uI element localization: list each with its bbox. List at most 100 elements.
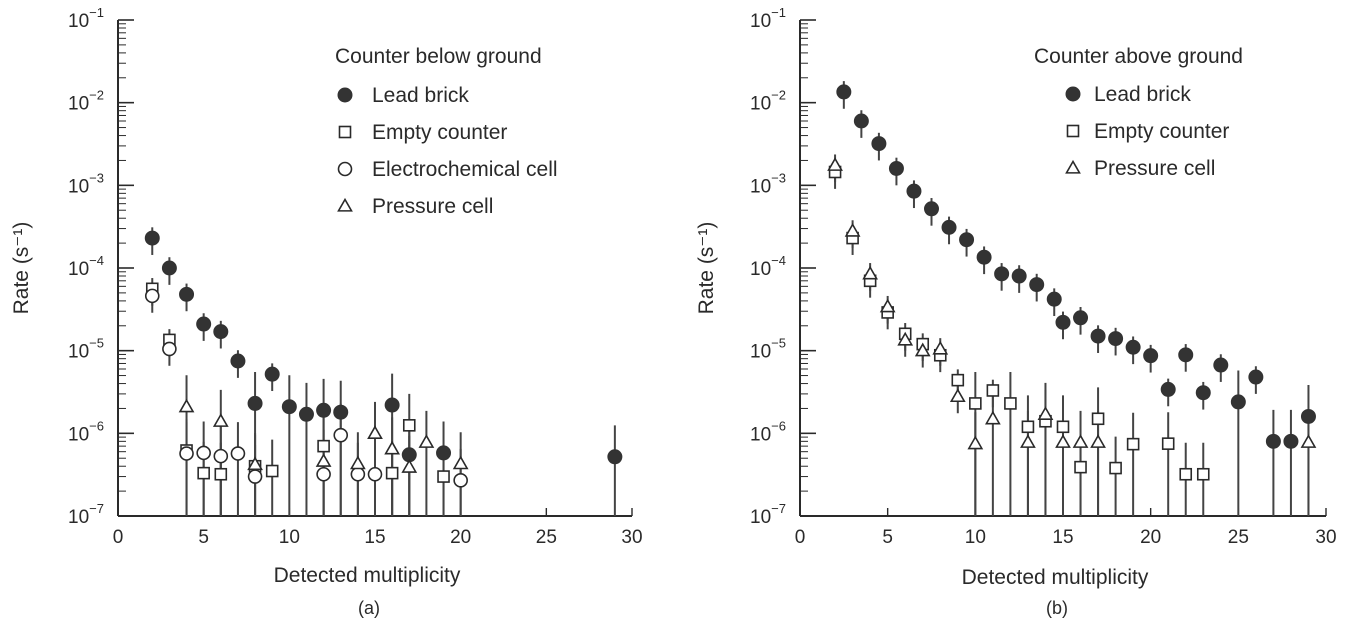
panel-a-data-point (452, 455, 469, 470)
panel-b-label: (b) (1046, 598, 1068, 618)
panel-b-chart: 10−1 10−2 10−3 10−4 10−5 10−6 10−7 0 5 10 15 20 25 30… (695, 5, 1337, 618)
panel-b-data-point (862, 265, 879, 280)
panel-b-data-point (1090, 328, 1106, 344)
panel-b-y-tick-label: 10−2 (750, 88, 786, 115)
panel-a-chart: 10−1 10−2 10−3 10−4 10−5 10−6 10−7 0 5 10 15 20 25 30… (10, 5, 643, 618)
panel-a-data-point (214, 467, 228, 481)
panel-a-data-point (179, 286, 195, 302)
panel-b-data-point (1108, 331, 1124, 347)
panel-b-legend-marker (1066, 124, 1080, 138)
panel-b-data-point (1004, 397, 1017, 410)
panel-b-data-point (1074, 460, 1087, 474)
panel-b-legend-marker (1065, 86, 1081, 102)
panel-b-data-point (844, 222, 861, 237)
panel-a-data-point (350, 466, 366, 482)
panel-b-data-point (969, 397, 982, 410)
panel-a-x-tick-label: 20 (450, 527, 471, 548)
panel-a-y-tick-label: 10−1 (68, 5, 104, 32)
panel-a-x-tick-label: 0 (113, 527, 124, 548)
panel-a-data-point (247, 469, 263, 484)
panel-a-legend-marker (337, 161, 353, 177)
panel-a-legend-item: Lead brick (372, 84, 469, 107)
panel-b-y-tick-label: 10−5 (750, 336, 786, 363)
panel-b-data-point (906, 183, 922, 199)
panel-b-data-point (949, 388, 966, 403)
panel-a-data-point (453, 473, 468, 488)
panel-b-x-tick-label: 10 (965, 527, 986, 548)
panel-a-data-point (437, 470, 450, 483)
panel-b-x-tick-label: 25 (1228, 527, 1249, 548)
panel-b-data-point (1020, 434, 1036, 448)
panel-a-x-tick-label: 10 (279, 527, 300, 548)
panel-a-data-point (367, 425, 383, 440)
panel-b-legend-item: Empty counter (1094, 120, 1229, 143)
panel-b-data-point (1037, 406, 1054, 420)
panel-b-x-tick-label: 5 (882, 527, 893, 548)
panel-b-data-point (967, 435, 984, 450)
panel-a-data-point (607, 449, 623, 465)
panel-b-y-tick-label: 10−7 (750, 501, 786, 528)
panel-a-data-point (247, 395, 263, 411)
panel-b-y-tick-label: 10−6 (750, 418, 786, 445)
panel-b-data-point (986, 384, 1000, 397)
panel-b-data-point (1046, 291, 1062, 307)
panel-a-data-point (384, 397, 400, 413)
panel-a-data-point (317, 439, 330, 453)
panel-a-data-point (436, 445, 452, 461)
panel-b-data-point (924, 201, 939, 217)
panel-b-data-point (1072, 434, 1089, 448)
panel-a-data-point (264, 366, 280, 382)
panel-a-y-tick-label: 10−5 (68, 336, 104, 363)
panel-a-y-tick-label: 10−6 (68, 418, 104, 445)
panel-a-data-point (247, 456, 263, 471)
panel-b-data-point (1179, 467, 1193, 481)
panel-b-data-point (1178, 347, 1194, 363)
panel-a-legend-item: Empty counter (372, 121, 507, 144)
panel-b-data-point (951, 373, 965, 387)
panel-a-data-point (213, 324, 229, 340)
panel-a-data-point (349, 455, 366, 470)
panel-a-label: (a) (358, 598, 380, 618)
panel-b-data-point (959, 232, 975, 248)
panel-b-data-point (879, 298, 896, 313)
panel-a-y-axis-title: Rate (s⁻¹) (10, 222, 33, 315)
panel-a-legend-item: Pressure cell (372, 195, 493, 218)
panel-a-data-point (333, 404, 349, 420)
panel-a-data-point (230, 446, 246, 461)
panel-a-data-point (281, 399, 297, 415)
panel-a-data-point (402, 419, 416, 432)
panel-b-data-point (1029, 277, 1045, 293)
panel-b-legend-item: Lead brick (1094, 83, 1191, 106)
panel-b-data-point (1055, 434, 1071, 448)
panel-a-y-tick-label: 10−3 (68, 170, 104, 197)
panel-a-data-point (298, 406, 314, 422)
panel-a-data-point (230, 353, 246, 369)
panel-a-legend-marker (337, 87, 353, 103)
panel-b-data-point (1091, 412, 1105, 426)
panel-b-data-point (1021, 420, 1035, 434)
panel-b-data-point (897, 331, 914, 346)
panel-b-data-point (941, 219, 957, 235)
panel-a-data-point (179, 446, 194, 461)
panel-a-data-point (316, 402, 332, 418)
panel-b-data-point (1230, 394, 1246, 410)
panel-b-data-point (1090, 434, 1106, 448)
panel-a-x-tick-label: 15 (364, 527, 385, 548)
panel-a-data-point (265, 464, 279, 478)
panel-b-x-tick-label: 30 (1315, 527, 1336, 548)
panel-a-data-point (385, 466, 399, 480)
panel-b-data-point (871, 136, 887, 152)
panel-a-data-point (384, 440, 401, 455)
panel-b-data-point (1196, 467, 1210, 481)
panel-a-data-point (162, 341, 177, 357)
panel-a-x-tick-label: 25 (536, 527, 557, 548)
panel-b-data-point (1055, 314, 1071, 330)
panel-a-data-point (316, 466, 331, 482)
panel-b-y-axis-title: Rate (s⁻¹) (695, 222, 718, 315)
panel-b-data-point (827, 157, 843, 171)
panel-b-x-tick-label: 0 (795, 527, 806, 548)
panel-b-data-point (1283, 433, 1299, 449)
panel-b-y-tick-label: 10−3 (750, 170, 786, 197)
panel-b-data-point (1109, 461, 1122, 475)
